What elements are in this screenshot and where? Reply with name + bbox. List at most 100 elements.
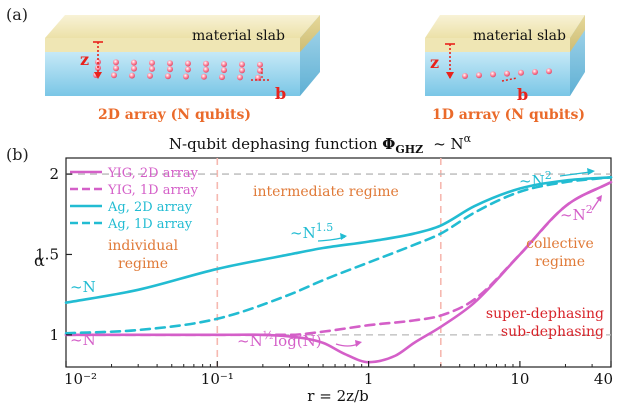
x-axis-label: r = 2z/b: [307, 387, 368, 405]
b-marker-2d: [251, 68, 270, 81]
title-subscript: GHZ: [395, 143, 423, 156]
qubit-1d-0: [462, 73, 468, 79]
n2-top-arrowhead: [587, 168, 595, 175]
qubit-2d-18: [239, 67, 245, 74]
legend-label-ag-2d: Ag, 2D array: [107, 200, 193, 215]
n15-exponent: 1.5: [316, 221, 334, 234]
slab-2d-substrate: [45, 52, 300, 96]
n2-top-exponent: 2: [545, 169, 552, 182]
logn-arrowhead: [355, 340, 362, 347]
qubit-2d-23: [147, 72, 153, 79]
y-tick-label-2: 2: [49, 165, 59, 183]
qubit-1d-3: [504, 70, 510, 77]
qubit-2d-8: [239, 61, 245, 68]
intermediate-regime-label: intermediate regime: [253, 184, 399, 200]
n2-right-base: ~N: [560, 206, 586, 224]
x-tick-label-3: 10: [510, 370, 529, 388]
caption-2d-array: 2D array (N qubits): [98, 107, 251, 123]
z-marker-2d: [93, 41, 103, 79]
x-tick-label-1: 10⁻¹: [201, 370, 234, 388]
title-exponent: α: [464, 132, 472, 145]
logn-arrow: [335, 343, 359, 347]
x-tick-label-2: 1: [364, 370, 374, 388]
qubit-2d-24: [165, 73, 171, 80]
legend: YIG, 2D array YIG, 1D array Ag, 2D array…: [70, 166, 199, 232]
y-axis-label: α: [34, 251, 45, 270]
n15-arrowhead: [340, 233, 347, 240]
b-marker-1d: [501, 77, 518, 82]
qubit-2d-11: [113, 65, 119, 72]
qubit-1d-1: [476, 72, 482, 79]
panel-a-label: (a): [6, 5, 28, 24]
qubit-2d-25: [183, 73, 189, 80]
z-label-2d: z: [80, 50, 89, 69]
x-tick-label-4: 40: [594, 370, 613, 388]
qubit-2d-5: [185, 60, 191, 67]
collective-regime-label-1: collective: [526, 236, 594, 252]
qubit-2d-28: [237, 74, 243, 81]
collective-regime-label-2: regime: [535, 254, 585, 270]
qubit-2d-14: [167, 66, 173, 73]
x-tick-label-0: 10⁻²: [64, 370, 97, 388]
b-label-2d: b: [275, 84, 286, 103]
qubit-2d-22: [129, 72, 135, 79]
qubit-array-1d: [462, 68, 552, 79]
super-dephasing-label: super-dephasing: [486, 306, 604, 322]
qubit-2d-26: [201, 73, 207, 80]
axes: 10⁻² 10⁻¹ 1 10 40 1 1.5 2: [35, 165, 613, 388]
b-label-1d: b: [517, 85, 528, 104]
logn-tail: log(N): [273, 332, 321, 350]
qubit-2d-12: [131, 65, 137, 72]
n-yig-annotation: ~N: [70, 331, 96, 349]
y-tick-label-1: 1.5: [35, 245, 59, 263]
qubit-2d-6: [203, 60, 209, 67]
legend-label-ag-1d: Ag, 1D array: [107, 217, 193, 232]
logn-base: ~N: [237, 332, 263, 350]
slab-2d-top-face: [45, 15, 320, 38]
n2-top-base: ~N: [519, 172, 545, 190]
n2-top-annotation: ~N2: [519, 169, 552, 190]
caption-1d-array: 1D array (N qubits): [432, 107, 585, 123]
n15-base: ~N: [290, 224, 316, 242]
slab-1d-label: material slab: [473, 28, 566, 44]
qubit-2d-9: [257, 61, 263, 68]
sub-dephasing-label: sub-dephasing: [501, 324, 604, 340]
qubit-2d-2: [131, 59, 137, 66]
qubit-1d-6: [546, 68, 552, 75]
n15-annotation: ~N1.5: [290, 221, 333, 242]
individual-regime-label-1: individual: [108, 238, 179, 254]
legend-label-yig-2d: YIG, 2D array: [107, 166, 199, 181]
n-ag-annotation: ~N: [70, 278, 96, 296]
z-marker-1d: [445, 43, 455, 79]
title-prefix: N-qubit dephasing function: [169, 135, 382, 153]
plot-frame: [65, 157, 612, 368]
individual-regime-label-2: regime: [118, 256, 168, 272]
z-label-1d: z: [430, 53, 439, 72]
n2-top-arrow: [559, 171, 591, 177]
series-line-yig-1d: [64, 180, 613, 337]
panel-b-label: (b): [6, 145, 29, 164]
qubit-array-2d: [93, 59, 263, 81]
qubit-2d-29: [255, 74, 261, 81]
qubit-2d-13: [149, 65, 155, 72]
logn-annotation: ~N½log(N): [237, 329, 322, 350]
qubit-2d-17: [221, 67, 227, 74]
qubit-2d-1: [113, 59, 119, 66]
slab-2d-side-top: [300, 15, 320, 52]
y-tick-label-0: 1: [49, 326, 59, 344]
slab-1d-top-face: [425, 15, 585, 38]
qubit-2d-15: [185, 66, 191, 73]
qubit-1d-2: [490, 71, 496, 78]
legend-label-yig-1d: YIG, 1D array: [107, 183, 199, 198]
series-line-ag-1d: [64, 175, 613, 335]
slab-2d-material: [45, 38, 300, 52]
qubit-2d-27: [219, 74, 225, 81]
logn-exponent: ½: [263, 329, 274, 342]
qubit-2d-16: [203, 66, 209, 73]
slab-1d-material: [425, 38, 570, 52]
n2-right-exponent: 2: [586, 203, 593, 216]
qubit-2d-3: [149, 59, 155, 66]
slab-2d-illustration: [45, 15, 320, 96]
